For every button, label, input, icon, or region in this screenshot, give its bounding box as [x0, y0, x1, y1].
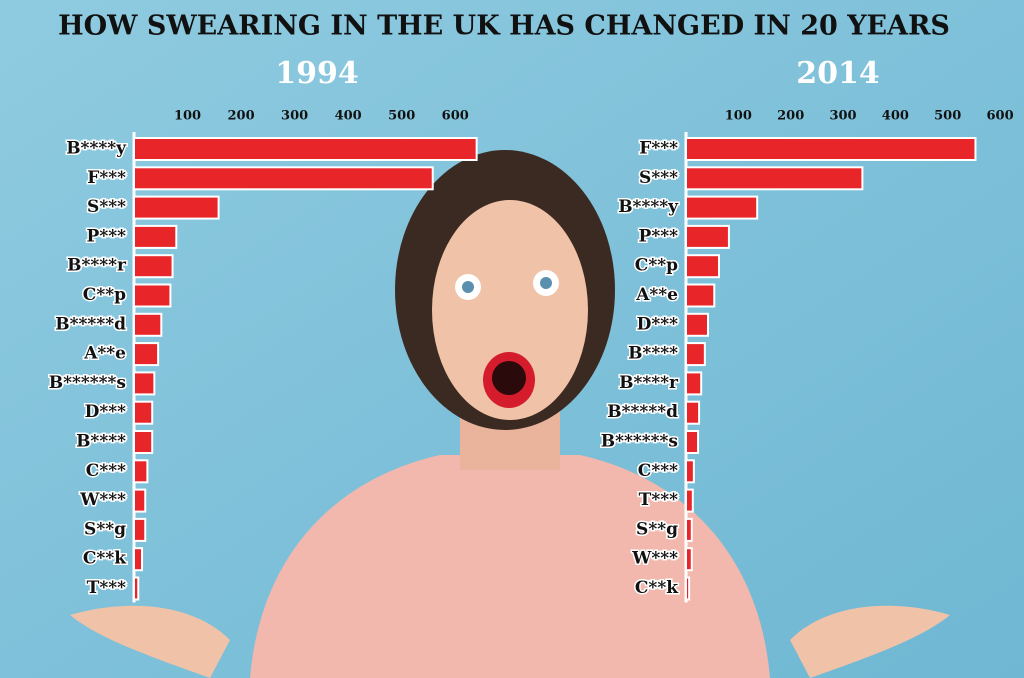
- category-label: T***: [87, 578, 126, 598]
- x-tick-label: 600: [442, 109, 469, 124]
- bar: [685, 254, 720, 279]
- bar: [685, 224, 730, 249]
- category-label: A**e: [83, 344, 126, 364]
- bar: [685, 576, 691, 601]
- category-label: C**p: [635, 256, 678, 276]
- category-label: D***: [85, 402, 127, 422]
- x-tick-label: 400: [335, 109, 362, 124]
- category-label: P***: [87, 226, 127, 246]
- category-label: S**g: [84, 519, 126, 539]
- category-label: C***: [638, 461, 678, 481]
- x-tick-label: 300: [829, 109, 856, 124]
- category-label: B******s: [601, 432, 678, 452]
- bar: [133, 283, 172, 308]
- bar: [133, 430, 154, 454]
- bar: [685, 488, 694, 513]
- category-label: B****y: [618, 197, 679, 217]
- bar: [685, 137, 977, 161]
- chart-title: 2014: [796, 56, 880, 91]
- bar: [685, 430, 700, 454]
- category-label: W***: [79, 490, 126, 510]
- x-tick-label: 200: [228, 109, 255, 124]
- bar: [133, 459, 149, 484]
- category-label: W***: [631, 549, 678, 569]
- category-label: A**e: [635, 285, 678, 305]
- category-label: F***: [639, 139, 678, 159]
- category-label: B*****d: [55, 314, 126, 334]
- bar: [133, 547, 144, 572]
- bar: [133, 312, 163, 337]
- x-tick-label: 100: [174, 109, 201, 124]
- category-label: B****r: [67, 256, 127, 276]
- category-label: B****y: [66, 139, 127, 159]
- category-label: B****: [76, 432, 126, 452]
- category-label: P***: [639, 226, 679, 246]
- bar: [685, 371, 703, 396]
- category-label: C***: [86, 461, 126, 481]
- category-label: D***: [637, 314, 679, 334]
- bar: [133, 400, 154, 425]
- bar: [685, 459, 695, 484]
- x-tick-label: 500: [934, 109, 961, 124]
- category-label: T***: [639, 490, 678, 510]
- category-label: C**p: [83, 285, 126, 305]
- bar: [133, 488, 147, 513]
- bar: [685, 400, 701, 425]
- bar: [685, 517, 693, 542]
- bar: [133, 371, 156, 396]
- category-label: F***: [87, 168, 126, 188]
- bar: [133, 342, 160, 367]
- x-tick-label: 300: [281, 109, 308, 124]
- category-label: B******s: [49, 373, 126, 393]
- category-label: B****: [628, 344, 678, 364]
- category-label: C**k: [83, 549, 127, 569]
- bar: [685, 283, 716, 308]
- bar: [133, 576, 140, 601]
- photo-figure: [70, 150, 950, 678]
- bar: [133, 195, 220, 220]
- category-label: S***: [639, 168, 678, 188]
- x-tick-label: 100: [725, 109, 752, 124]
- bar: [133, 517, 147, 542]
- category-label: S***: [87, 197, 126, 217]
- bar: [685, 166, 864, 191]
- category-label: B****r: [619, 373, 679, 393]
- main-title: HOW SWEARING IN THE UK HAS CHANGED IN 20…: [58, 11, 950, 42]
- bar: [685, 342, 706, 367]
- x-tick-label: 200: [777, 109, 804, 124]
- bar: [133, 224, 178, 249]
- bar: [685, 547, 693, 572]
- bar: [133, 166, 434, 191]
- bar: [685, 312, 709, 337]
- bar: [685, 195, 759, 220]
- chart-title: 1994: [275, 56, 359, 91]
- bar: [133, 137, 478, 161]
- category-label: B*****d: [607, 402, 678, 422]
- x-tick-label: 500: [388, 109, 415, 124]
- bar: [133, 254, 174, 279]
- x-tick-label: 400: [882, 109, 909, 124]
- x-tick-label: 600: [986, 109, 1013, 124]
- category-label: C**k: [635, 578, 679, 598]
- category-label: S**g: [636, 519, 678, 539]
